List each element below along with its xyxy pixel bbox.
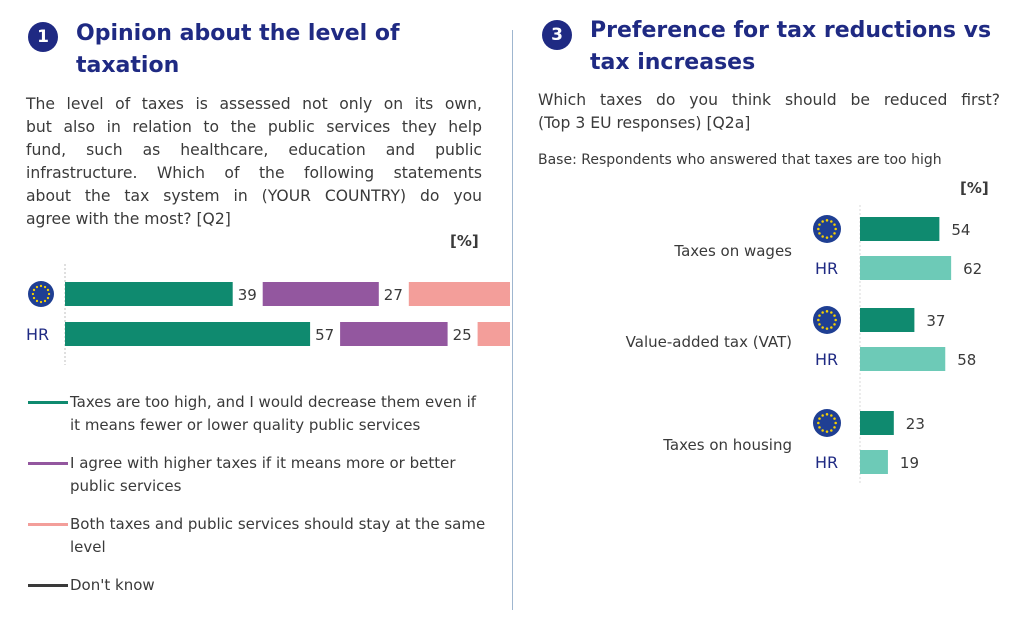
bar-segment [477,322,510,346]
unit-label: [%] [960,179,989,197]
series-label: HR [815,259,838,278]
legend-swatch [28,523,68,526]
question-line: but also in relation to the public servi… [26,118,482,136]
data-label: 25 [453,326,472,344]
legend-swatch [28,584,68,587]
bar-segment [65,322,311,346]
bar [860,347,946,371]
stacked-bar-chart: 3927268HR5725135 [26,264,510,365]
data-label: 23 [906,415,925,433]
eu-flag-icon [813,409,841,437]
question-line: (Top 3 EU responses) [Q2a] [538,114,751,132]
bar [860,256,952,280]
data-label: 62 [963,260,982,278]
legend-swatch [28,462,68,465]
bar [860,450,888,474]
panel-divider [512,30,513,610]
bar-segment [340,322,448,346]
bar [860,308,915,332]
question-line: infrastructure. Which of the following s… [26,164,482,182]
legend-swatch [28,401,68,404]
unit-label: [%] [450,232,479,250]
section-number-badge: 1 [28,22,58,52]
series-label: HR [815,350,838,369]
data-label: 19 [900,454,919,472]
data-label: 39 [238,286,257,304]
data-label: 37 [926,312,945,330]
data-label: 57 [315,326,334,344]
bar [860,411,894,435]
legend-label: Taxes are too high, and I would decrease… [70,393,477,434]
legend-label: I agree with higher taxes if it means mo… [70,454,456,495]
grouped-bar-chart: Taxes on wages 54 HR 62 Value-added tax (VAT… [626,205,982,485]
category-label: HR [26,325,49,344]
question-line: The level of taxes is assessed not only … [26,95,482,113]
data-label: 27 [384,286,403,304]
bar-segment [408,282,510,306]
question-text: Which taxes do you think should be reduc… [538,89,1000,135]
question-line: Which taxes do you think should be reduc… [538,91,1000,109]
section-title-line1: Opinion about the level of [76,21,400,46]
base-note: Base: Respondents who answered that taxe… [538,152,942,168]
section-title-line2: tax increases [590,50,756,75]
section-number-badge: 3 [542,20,572,50]
data-label: 54 [951,221,970,239]
eu-flag-icon [813,306,841,334]
question-line: agree with the most? [Q2] [26,210,231,228]
series-label: HR [815,453,838,472]
eu-flag-icon [28,281,54,307]
bar-segment [262,282,379,306]
legend-label: Don't know [70,576,155,594]
category-label: Value-added tax (VAT) [626,333,792,351]
bar-segment [65,282,233,306]
section-title-line1: Preference for tax reductions vs [590,18,992,43]
question-text: The level of taxes is assessed not only … [26,93,482,231]
category-label: Taxes on housing [662,436,792,454]
bar [860,217,940,241]
data-label: 58 [957,351,976,369]
legend-label: Both taxes and public services should st… [70,515,486,556]
section-title-line2: taxation [76,53,180,78]
opinion-panel: 1 Opinion about the level of taxation Th… [0,0,510,620]
category-label: Taxes on wages [673,242,792,260]
preference-panel: 3 Preference for tax reductions vs tax i… [518,0,1024,620]
question-line: about the tax system in (YOUR COUNTRY) d… [26,187,482,205]
question-line: fund, such as healthcare, education and … [26,141,482,159]
eu-flag-icon [813,215,841,243]
